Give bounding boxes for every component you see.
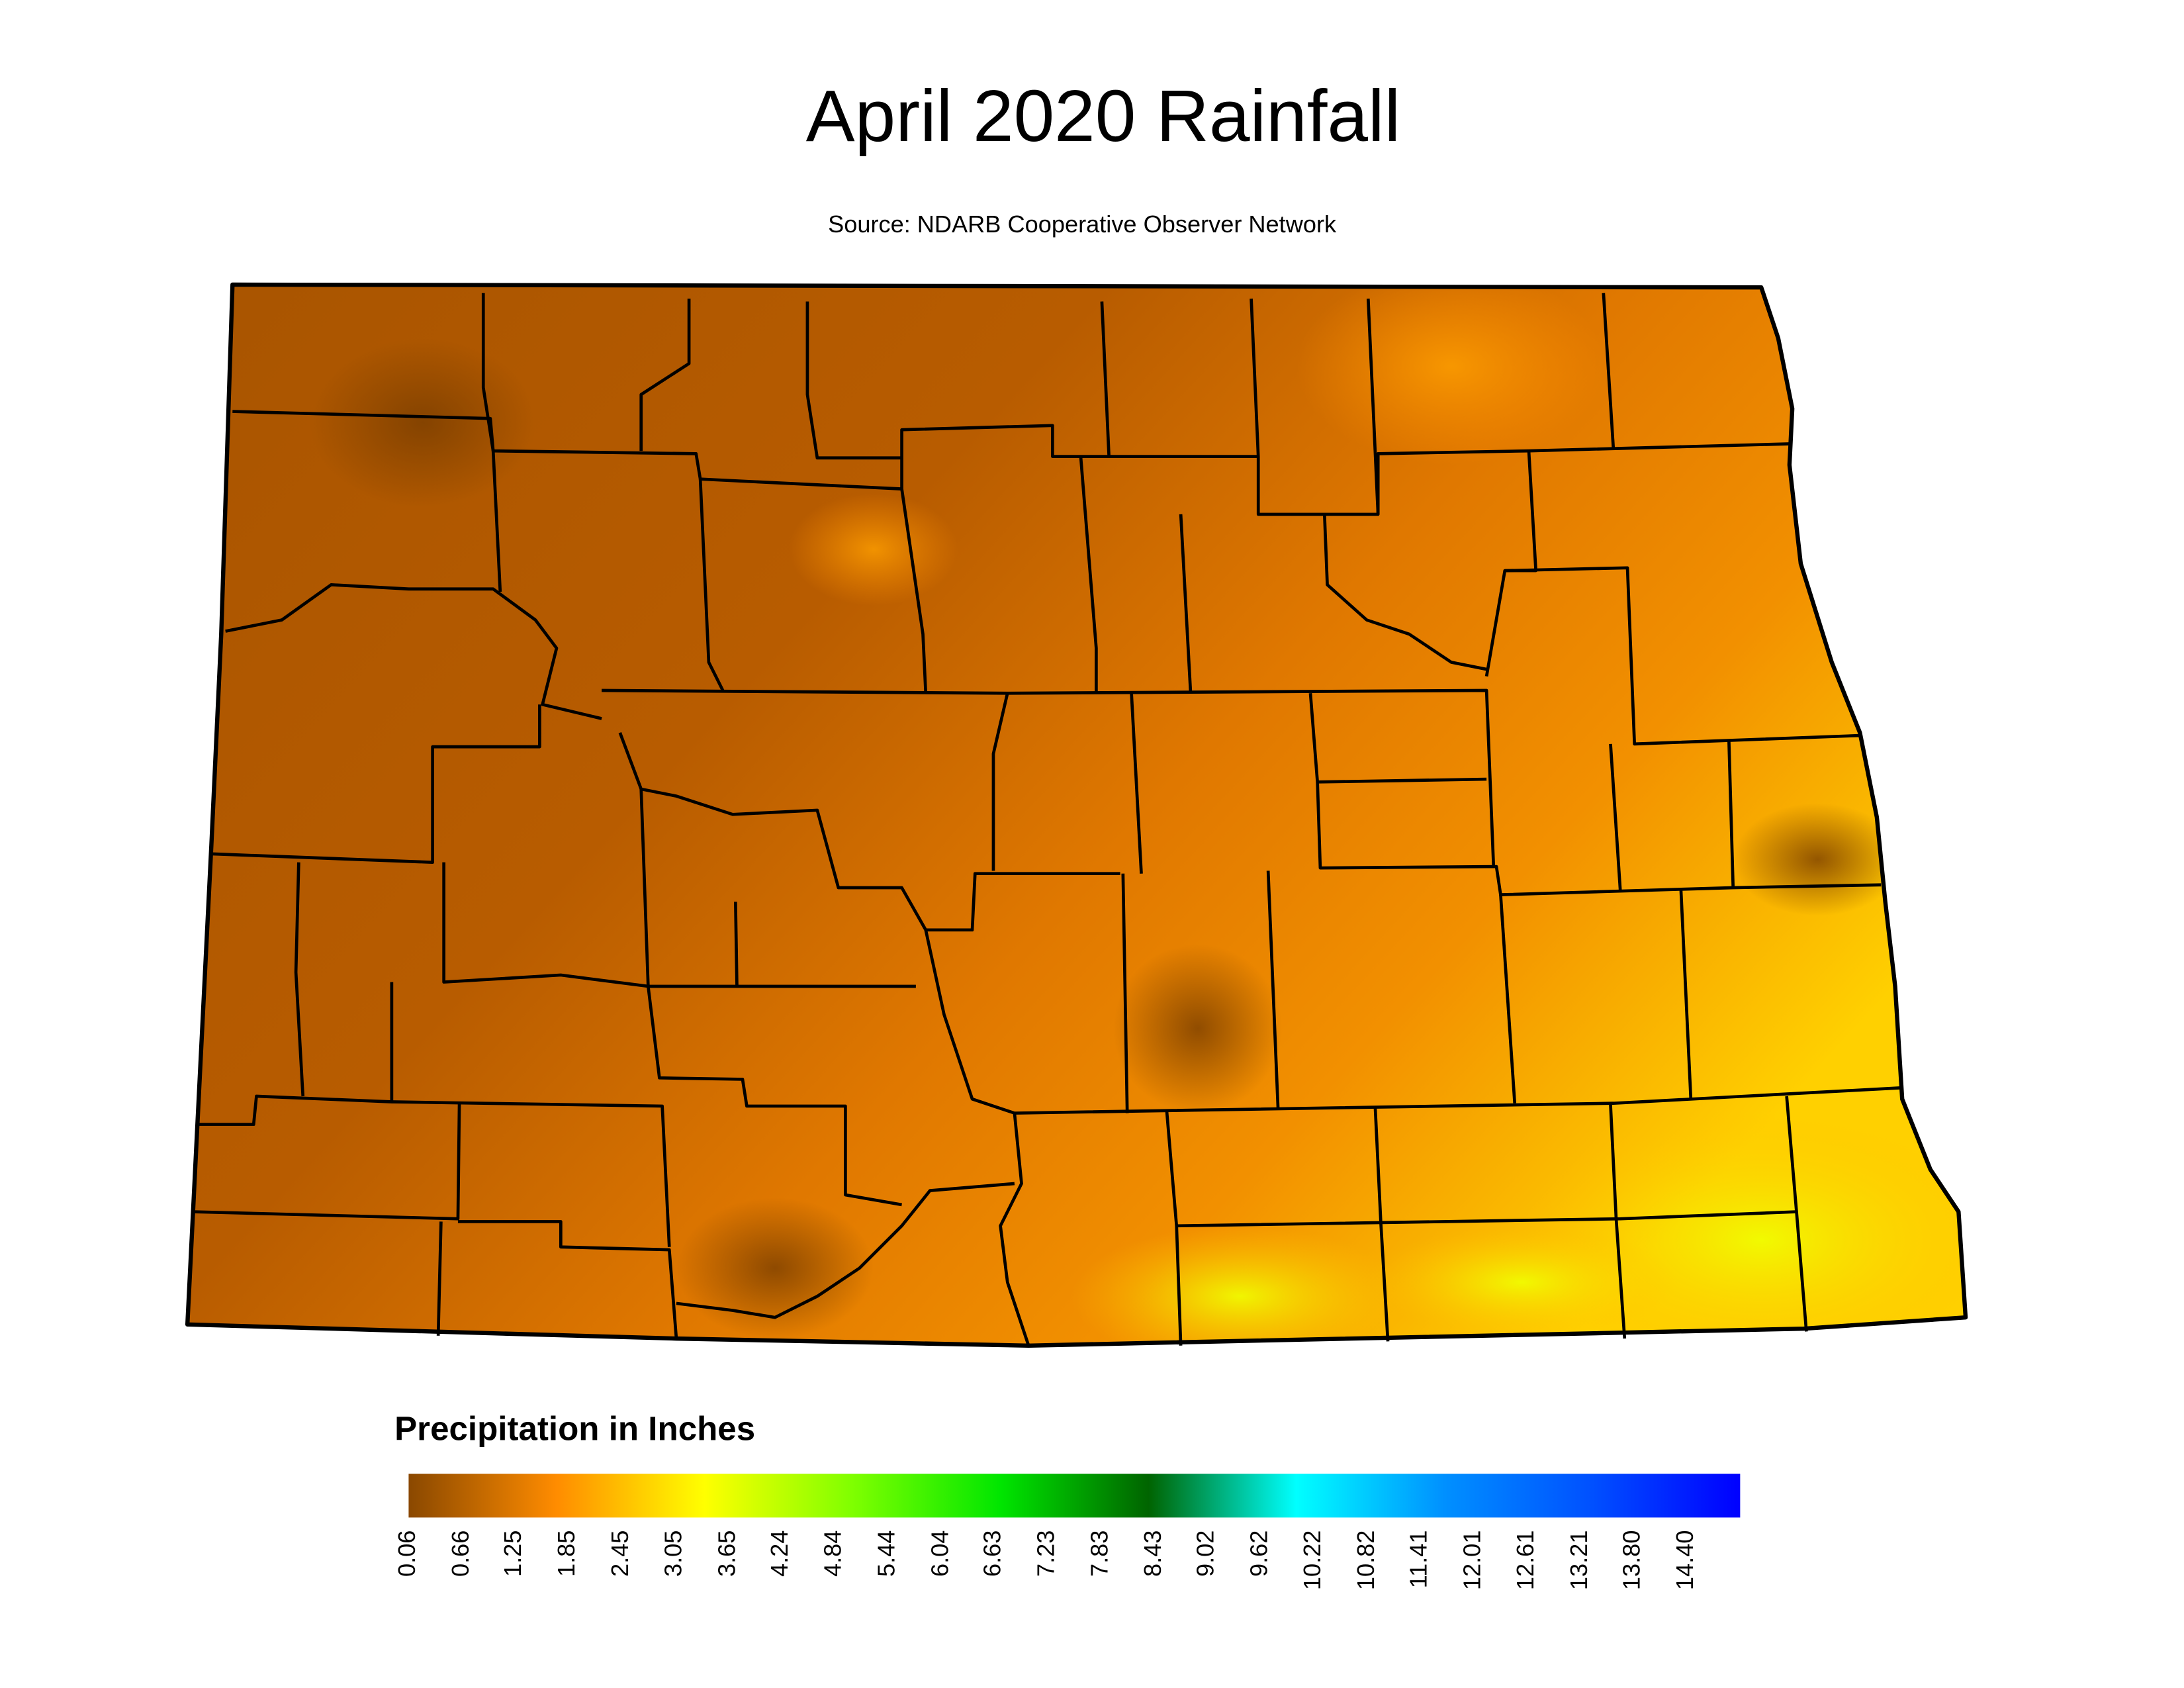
colorbar-tick-label: 9.62 (1245, 1530, 1272, 1577)
legend-title: Precipitation in Inches (394, 1409, 755, 1447)
colorbar-tick-label: 7.83 (1085, 1530, 1113, 1577)
colorbar-tick-label: 8.43 (1139, 1530, 1166, 1577)
colorbar-tick-label: 10.22 (1298, 1530, 1326, 1591)
colorbar-tick-label: 3.65 (713, 1530, 740, 1577)
colorbar-tick-label: 12.01 (1458, 1530, 1485, 1591)
colorbar-tick-label: 4.24 (766, 1530, 793, 1577)
colorbar-tick-label: 1.25 (499, 1530, 526, 1577)
colorbar-tick-label: 11.41 (1404, 1530, 1432, 1589)
colorbar-tick-label: 4.84 (819, 1530, 846, 1577)
colorbar-tick-label: 12.61 (1512, 1530, 1539, 1591)
colorbar-tick-label: 6.63 (979, 1530, 1006, 1577)
colorbar-tick-label: 3.05 (660, 1530, 687, 1577)
colorbar-tick-label: 9.02 (1192, 1530, 1219, 1577)
colorbar-tick-label: 13.21 (1565, 1530, 1592, 1591)
colorbar-tick-label: 0.06 (393, 1530, 420, 1577)
colorbar-tick-label: 7.23 (1032, 1530, 1060, 1577)
map-title: April 2020 Rainfall (806, 75, 1400, 157)
map-source: Source: NDARB Cooperative Observer Netwo… (828, 211, 1337, 238)
colorbar-tick-label: 1.85 (553, 1530, 580, 1577)
colorbar-tick-label: 13.80 (1617, 1530, 1645, 1591)
county-lines (187, 285, 1966, 1346)
colorbar-tick-label: 2.45 (606, 1530, 633, 1577)
colorbar (408, 1474, 1741, 1518)
colorbar-tick-label: 0.66 (447, 1530, 474, 1577)
rainfall-surface (187, 284, 1966, 1346)
colorbar-tick-label: 5.44 (872, 1530, 899, 1577)
colorbar-tick-label: 6.04 (926, 1530, 953, 1577)
colorbar-tick-label: 10.82 (1352, 1530, 1379, 1591)
colorbar-tick-label: 14.40 (1671, 1530, 1698, 1591)
